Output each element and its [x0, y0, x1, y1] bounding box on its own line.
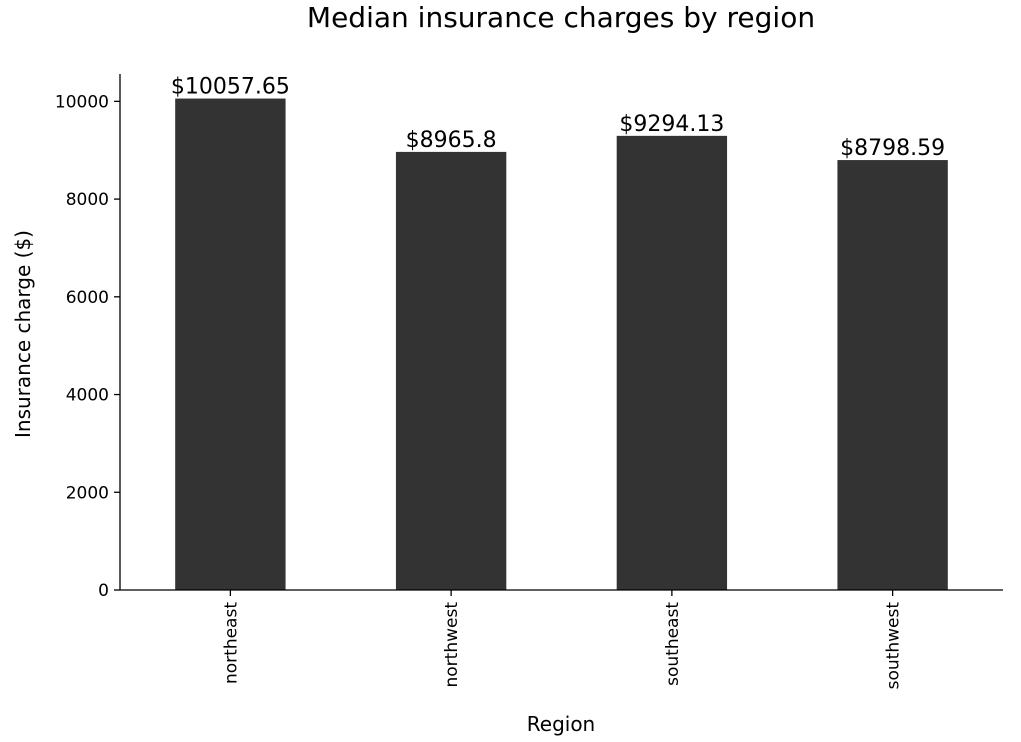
y-tick-label: 10000 — [55, 92, 109, 112]
bar-value-label: $9294.13 — [619, 112, 724, 137]
chart-title: Median insurance charges by region — [307, 1, 815, 34]
y-tick-label: 2000 — [66, 483, 109, 503]
x-tick-label: southwest — [884, 602, 904, 690]
bar-northeast — [175, 98, 286, 591]
bar-value-label: $10057.65 — [171, 75, 290, 100]
bar-northwest — [395, 151, 507, 590]
y-axis-ticks: 0 2000 4000 6000 8000 10000 — [55, 92, 120, 601]
plot-area: $10057.65 $8965.8 $9294.13 $8798.59 — [171, 75, 948, 591]
bar-value-label: $8798.59 — [840, 136, 945, 161]
bar-southeast — [616, 135, 728, 590]
x-axis-title: Region — [527, 712, 595, 736]
x-tick-label: northeast — [221, 602, 241, 684]
x-tick-label: southeast — [663, 602, 683, 686]
y-tick-label: 8000 — [66, 190, 109, 210]
y-tick-label: 0 — [98, 581, 109, 601]
x-axis-ticks: northeast northwest southeast southwest — [221, 590, 904, 690]
bar-value-label: $8965.8 — [406, 128, 497, 153]
bar-southwest — [837, 160, 948, 590]
y-tick-label: 4000 — [66, 386, 109, 406]
y-tick-label: 6000 — [66, 288, 109, 308]
x-tick-label: northwest — [442, 602, 462, 688]
y-axis-title: Insurance charge ($) — [11, 230, 35, 438]
